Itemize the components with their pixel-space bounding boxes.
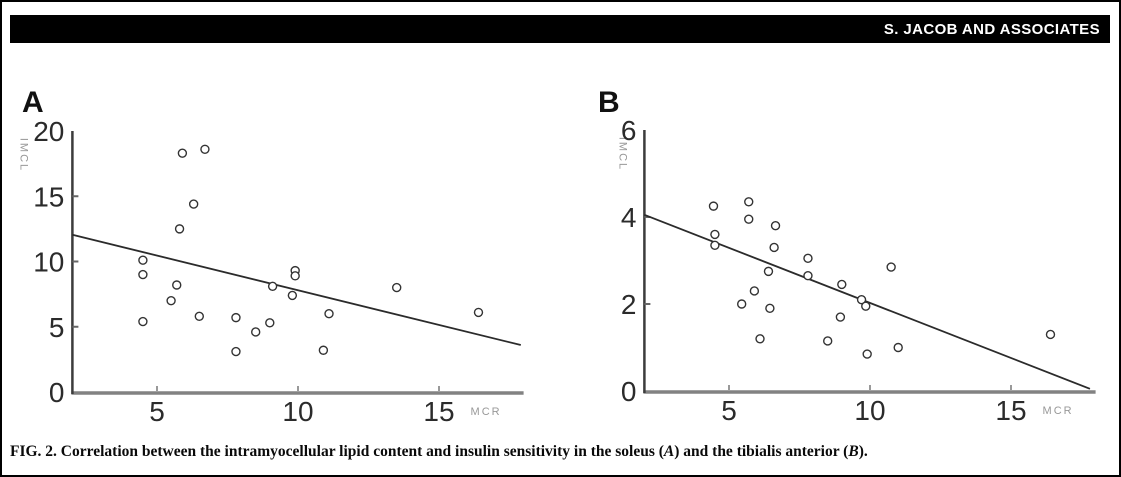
data-point [708,201,719,211]
data-point [231,312,241,323]
data-point [138,269,148,280]
data-point [200,144,210,154]
caption-panel-b-ref: B [848,443,859,460]
data-point [770,220,781,231]
data-point [803,271,813,281]
data-point [1045,329,1056,340]
caption-text: FIG. 2. Correlation between the intramyo… [10,443,664,460]
data-point [886,262,896,272]
data-point [324,308,334,319]
panel-letter: B [598,86,620,119]
data-point [188,199,199,209]
y-tick-label: 0 [49,377,65,408]
data-point [194,311,205,322]
figure-area: A IMCL 0 5 10 15 20 5 10 15 MCR B IMCL 0 2 4 6 5 10 15 MCR [2,82,1119,427]
regression-line [72,233,521,346]
data-point [837,279,847,290]
x-tick-label: 10 [282,396,313,427]
y-tick-label: 2 [621,289,637,320]
data-point [856,294,867,305]
data-point [392,282,402,293]
y-tick-label: 15 [33,181,64,212]
caption-panel-a-ref: A [663,443,675,460]
scatter-plot-tibialis: B IMCL 0 2 4 6 5 10 15 MCR [598,86,1096,426]
data-point [862,349,872,359]
data-point [290,271,300,281]
data-point [755,334,765,344]
data-point [769,242,779,253]
data-point [710,240,720,250]
y-tick-label: 6 [621,115,637,146]
data-point [763,266,774,277]
data-point [736,299,747,309]
y-tick-label: 0 [621,376,637,407]
scatter-plot-soleus: A IMCL 0 5 10 15 20 5 10 15 MCR [17,86,524,427]
data-point [835,312,846,322]
data-point [893,342,903,353]
data-point [265,318,275,328]
running-head-text: S. JACOB AND ASSOCIATES [883,20,1100,38]
data-point [749,286,760,296]
data-point [172,280,182,290]
data-point [744,214,754,224]
panel-letter: A [22,86,44,119]
caption-text-mid: ) and the tibialis anterior ( [674,443,849,460]
x-tick-label: 5 [149,396,165,427]
y-axis-label: IMCL [616,137,628,171]
data-point [231,346,241,357]
y-axis-label: IMCL [17,138,29,172]
data-point [744,197,754,207]
y-tick-label: 10 [33,247,64,278]
data-point [166,295,176,306]
x-tick-label: 5 [721,395,737,426]
x-tick-label: 10 [854,395,885,426]
data-point [803,253,813,264]
data-point [287,290,298,301]
x-axis-label: MCR [471,406,502,418]
data-point [177,148,188,158]
data-point [765,303,775,314]
data-point [473,307,484,318]
y-tick-label: 20 [33,116,64,147]
x-tick-label: 15 [423,396,454,427]
y-tick-label: 4 [621,202,637,233]
figure-caption: FIG. 2. Correlation between the intramyo… [10,443,1115,462]
data-point [861,301,871,311]
data-point [250,327,261,337]
data-point [174,224,185,234]
data-point [318,345,329,355]
data-point [138,316,148,327]
data-point [710,229,720,240]
running-head-bar: S. JACOB AND ASSOCIATES [10,15,1110,43]
data-point [267,281,278,291]
y-tick-label: 5 [49,312,65,343]
data-point [823,336,833,346]
caption-text-end: ). [858,443,868,460]
x-tick-label: 15 [995,395,1026,426]
x-axis-label: MCR [1043,405,1074,417]
data-point [138,255,148,265]
